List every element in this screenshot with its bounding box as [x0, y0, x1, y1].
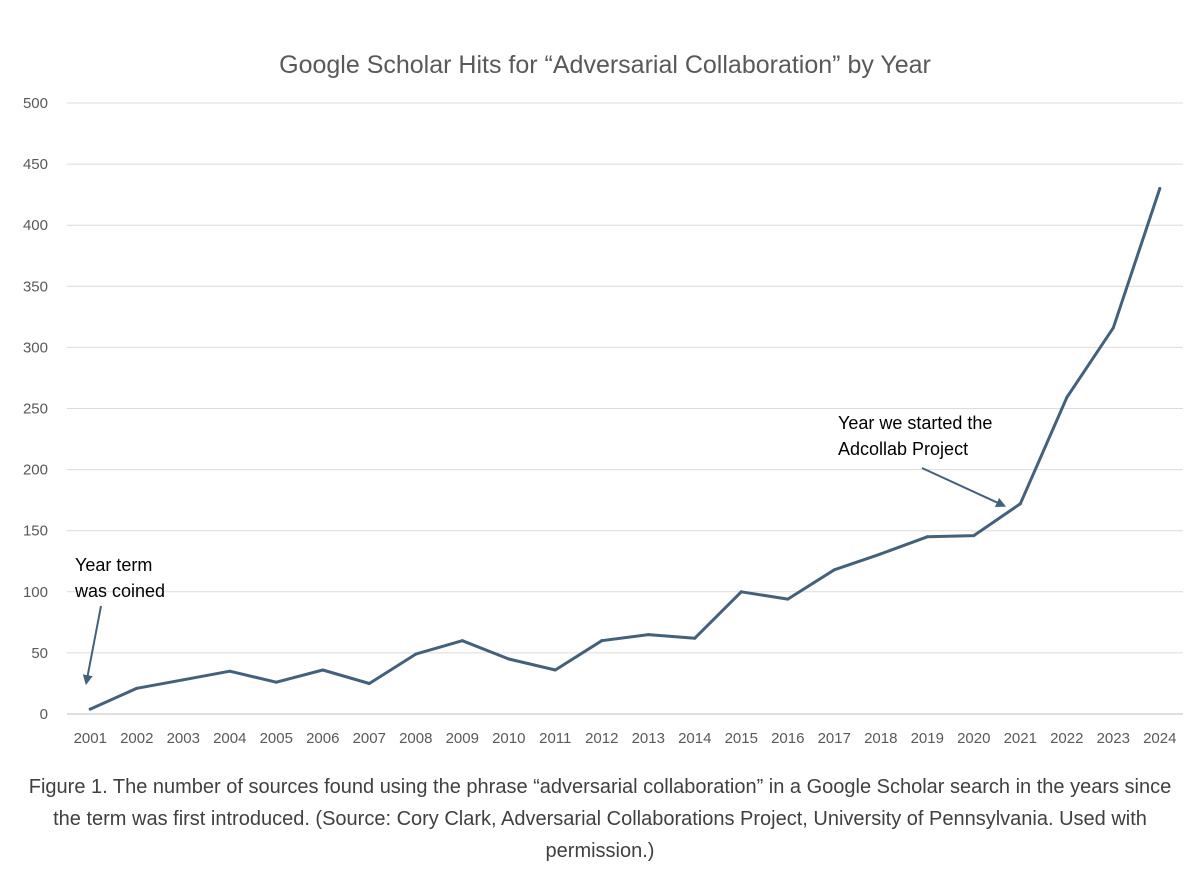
- data-point: [367, 681, 371, 685]
- data-point: [181, 678, 185, 682]
- series-line: [88, 187, 1162, 711]
- x-tick-label: 2001: [74, 730, 107, 747]
- x-tick-label: 2022: [1050, 730, 1083, 747]
- x-tick-label: 2008: [399, 730, 432, 747]
- data-point: [832, 568, 836, 572]
- annotation-arrow: [921, 467, 1007, 508]
- annotation-arrow: [82, 605, 102, 686]
- annotation-coined: Year term was coined: [74, 555, 165, 686]
- data-point: [88, 707, 92, 711]
- data-point: [1158, 187, 1162, 191]
- y-axis-ticks: 0 50 100 150 200 250 300 350 400 450 500: [23, 95, 48, 723]
- x-tick-label: 2023: [1097, 730, 1130, 747]
- x-tick-label: 2006: [306, 730, 339, 747]
- data-point: [786, 597, 790, 601]
- y-tick-label: 0: [40, 706, 48, 723]
- data-point: [321, 668, 325, 672]
- data-point: [1018, 502, 1022, 506]
- x-tick-label: 2003: [167, 730, 200, 747]
- x-tick-label: 2007: [353, 730, 386, 747]
- x-tick-label: 2010: [492, 730, 525, 747]
- annotation-text: Adcollab Project: [838, 439, 968, 459]
- x-tick-label: 2009: [446, 730, 479, 747]
- data-point: [739, 590, 743, 594]
- annotations: Year term was coined Year we started the Ad…: [74, 413, 1007, 686]
- annotation-text: Year we started the: [838, 413, 992, 433]
- gridlines: [67, 102, 1183, 715]
- data-point: [228, 669, 232, 673]
- x-tick-label: 2017: [818, 730, 851, 747]
- annotation-adcollab: Year we started the Adcollab Project: [838, 413, 1007, 508]
- series-line-path: [88, 187, 1162, 711]
- line-chart: Google Scholar Hits for “Adversarial Col…: [23, 51, 1183, 747]
- data-point: [879, 552, 883, 556]
- data-point: [600, 639, 604, 643]
- x-tick-label: 2004: [213, 730, 246, 747]
- data-point: [693, 636, 697, 640]
- y-tick-label: 100: [23, 584, 48, 601]
- figure-caption: Figure 1. The number of sources found us…: [28, 776, 1172, 862]
- data-point: [460, 639, 464, 643]
- y-tick-label: 400: [23, 217, 48, 234]
- y-tick-label: 450: [23, 156, 48, 173]
- y-tick-label: 250: [23, 401, 48, 418]
- annotation-text: Year term: [75, 555, 152, 575]
- y-tick-label: 200: [23, 462, 48, 479]
- x-tick-label: 2013: [632, 730, 665, 747]
- x-tick-label: 2011: [539, 730, 571, 747]
- annotation-text: was coined: [74, 581, 165, 601]
- x-tick-label: 2018: [864, 730, 897, 747]
- x-tick-label: 2020: [957, 730, 990, 747]
- y-tick-label: 500: [23, 95, 48, 112]
- x-tick-label: 2021: [1004, 730, 1037, 747]
- y-tick-label: 150: [23, 523, 48, 540]
- x-tick-label: 2012: [585, 730, 618, 747]
- x-tick-label: 2005: [260, 730, 293, 747]
- x-tick-label: 2002: [120, 730, 153, 747]
- data-point: [1065, 396, 1069, 400]
- y-tick-label: 350: [23, 278, 48, 295]
- x-tick-label: 2016: [771, 730, 804, 747]
- x-tick-label: 2014: [678, 730, 711, 747]
- x-tick-label: 2024: [1143, 730, 1176, 747]
- data-point: [135, 686, 139, 690]
- x-axis-ticks: 2001 2002 2003 2004 2005 2006 2007 2008 2009 2010…: [74, 730, 1177, 747]
- data-point: [553, 668, 557, 672]
- y-tick-label: 50: [31, 645, 48, 662]
- x-tick-label: 2015: [725, 730, 758, 747]
- y-tick-label: 300: [23, 339, 48, 356]
- data-point: [646, 633, 650, 637]
- data-point: [1111, 326, 1115, 330]
- data-point: [414, 652, 418, 656]
- x-tick-label: 2019: [911, 730, 944, 747]
- data-point: [925, 535, 929, 539]
- data-point: [274, 680, 278, 684]
- chart-title: Google Scholar Hits for “Adversarial Col…: [279, 51, 931, 79]
- data-point: [507, 657, 511, 661]
- data-point: [972, 534, 976, 538]
